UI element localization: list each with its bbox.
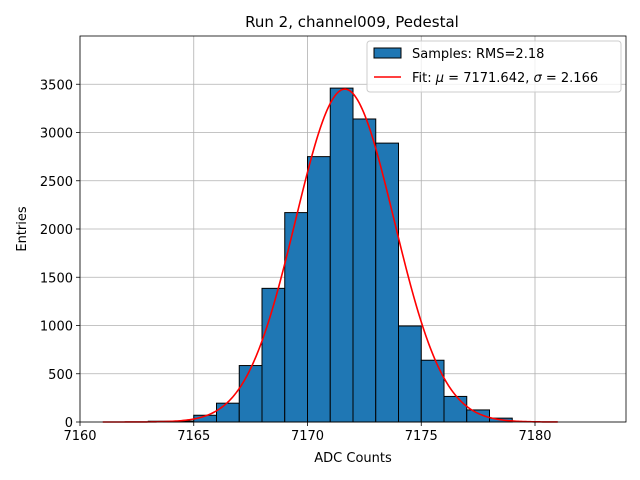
histogram-bar	[307, 156, 331, 423]
x-tick-label: 7160	[63, 429, 96, 444]
legend-fit-sigma-value: = 2.166	[542, 71, 598, 86]
legend-histogram-label: Samples: RMS=2.18	[412, 47, 544, 62]
histogram-bar	[443, 395, 468, 423]
legend-fit-mu-value: = 7171.642,	[444, 71, 533, 86]
y-axis-ticks: 0 500 1000 1500 2000 2500 3000 3500	[40, 78, 80, 431]
chart-title: Run 2, channel009, Pedestal	[245, 13, 459, 31]
legend-fit-mu-symbol: μ	[435, 71, 444, 86]
histogram-bar	[420, 359, 445, 423]
y-tick-label: 1000	[40, 320, 73, 335]
y-tick-label: 1500	[40, 271, 73, 286]
histogram-bar	[284, 212, 308, 423]
fit-curve	[102, 88, 558, 423]
x-tick-label: 7175	[405, 429, 438, 444]
plot-area	[79, 35, 627, 423]
y-tick-label: 0	[65, 416, 73, 431]
y-tick-label: 3500	[40, 78, 73, 93]
y-tick-label: 2500	[40, 175, 73, 190]
histogram-bar	[375, 142, 399, 423]
x-axis-ticks: 7160 7165 7170 7175 7180	[63, 422, 552, 444]
y-tick-label: 2000	[40, 223, 73, 238]
legend-fit-label: Fit: μ = 7171.642, σ = 2.166	[412, 71, 598, 86]
x-tick-label: 7170	[291, 429, 324, 444]
legend-fit-prefix: Fit:	[412, 71, 436, 86]
y-tick-label: 500	[48, 368, 73, 383]
y-tick-label: 3000	[40, 127, 73, 142]
legend-fit-sigma-symbol: σ	[534, 71, 543, 86]
histogram-bar	[216, 402, 240, 423]
x-tick-label: 7165	[177, 429, 210, 444]
legend-box	[366, 40, 622, 93]
legend: Samples: RMS=2.18 Fit: μ = 7171.642, σ =…	[366, 40, 622, 93]
legend-histogram-swatch	[373, 47, 402, 59]
histogram-bar	[329, 87, 354, 423]
x-axis-label: ADC Counts	[314, 451, 392, 466]
histogram-bar	[238, 365, 263, 423]
x-tick-label: 7180	[518, 429, 551, 444]
y-axis-label: Entries	[15, 206, 30, 252]
histogram-bar	[398, 325, 422, 423]
histogram-bar	[352, 118, 377, 423]
